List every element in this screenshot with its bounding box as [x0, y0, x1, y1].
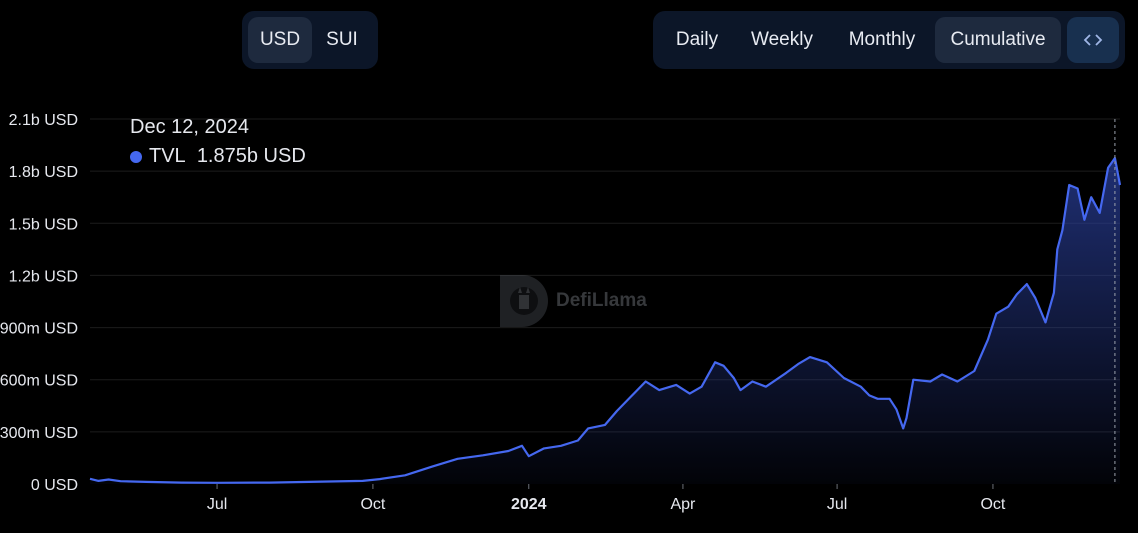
embed-button[interactable]	[1067, 17, 1119, 63]
tooltip-value-row: TVL 1.875b USD	[130, 145, 306, 168]
currency-toggle: USD SUI	[242, 11, 378, 69]
tooltip-value: 1.875b USD	[196, 145, 306, 167]
y-tick-label: 1.2b USD	[9, 268, 78, 285]
y-tick-label: 1.5b USD	[9, 216, 78, 233]
tooltip-series-name: TVL	[149, 145, 186, 167]
watermark-text: DefiLlama	[556, 290, 647, 311]
x-tick-label: Oct	[360, 496, 385, 513]
x-tick-label: Oct	[980, 496, 1005, 513]
code-icon	[1083, 34, 1103, 46]
x-tick-label: 2024	[511, 496, 547, 513]
watermark: DefiLlama	[498, 273, 647, 329]
y-tick-label: 2.1b USD	[9, 112, 78, 129]
x-tick-label: Apr	[670, 496, 696, 513]
weekly-button[interactable]: Weekly	[751, 29, 813, 50]
usd-button[interactable]: USD	[248, 17, 312, 63]
y-tick-label: 1.8b USD	[9, 164, 78, 181]
y-tick-label: 300m USD	[0, 425, 78, 442]
series-dot-icon	[130, 150, 142, 163]
y-tick-label: 0 USD	[31, 477, 78, 494]
monthly-button[interactable]: Monthly	[848, 29, 916, 50]
y-tick-label: 600m USD	[0, 373, 78, 390]
daily-button[interactable]: Daily	[675, 29, 719, 50]
tooltip-date: Dec 12, 2024	[130, 116, 249, 138]
tvl-series-line	[89, 157, 1122, 484]
view-toggle: Daily Weekly Monthly Cumulative	[653, 11, 1125, 69]
sui-button[interactable]: SUI	[326, 29, 358, 50]
cumulative-button[interactable]: Cumulative	[935, 17, 1061, 63]
llama-logo-icon	[500, 275, 548, 327]
tvl-area-fill	[90, 158, 1120, 484]
y-tick-label: 900m USD	[0, 321, 78, 338]
x-tick-label: Jul	[207, 496, 227, 513]
x-tick-label: Jul	[827, 496, 847, 513]
